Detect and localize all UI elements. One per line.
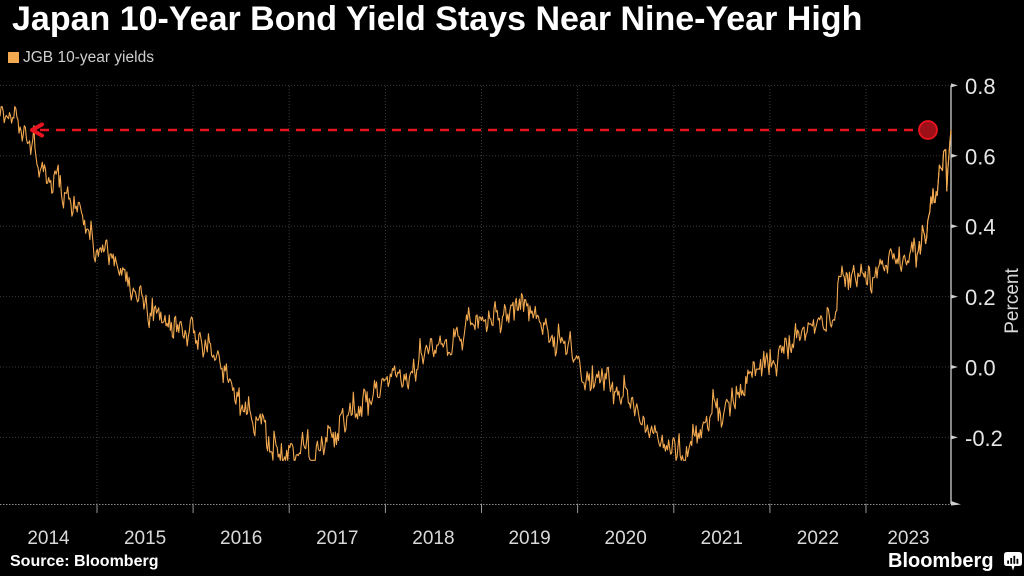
svg-text:0.6: 0.6 [965,144,996,169]
svg-text:2015: 2015 [124,528,166,549]
svg-text:2020: 2020 [605,528,647,549]
svg-text:0.8: 0.8 [965,74,996,99]
svg-text:2019: 2019 [508,528,550,549]
svg-text:0.4: 0.4 [965,215,996,240]
svg-text:2022: 2022 [797,528,839,549]
svg-text:0.2: 0.2 [965,285,996,310]
svg-text:2014: 2014 [27,528,70,549]
svg-text:0.0: 0.0 [965,356,996,381]
svg-text:2018: 2018 [412,528,454,549]
svg-text:-0.2: -0.2 [965,426,1003,451]
svg-text:2023: 2023 [887,528,929,549]
svg-text:2021: 2021 [701,528,743,549]
svg-text:2017: 2017 [316,528,358,549]
svg-text:2016: 2016 [220,528,262,549]
